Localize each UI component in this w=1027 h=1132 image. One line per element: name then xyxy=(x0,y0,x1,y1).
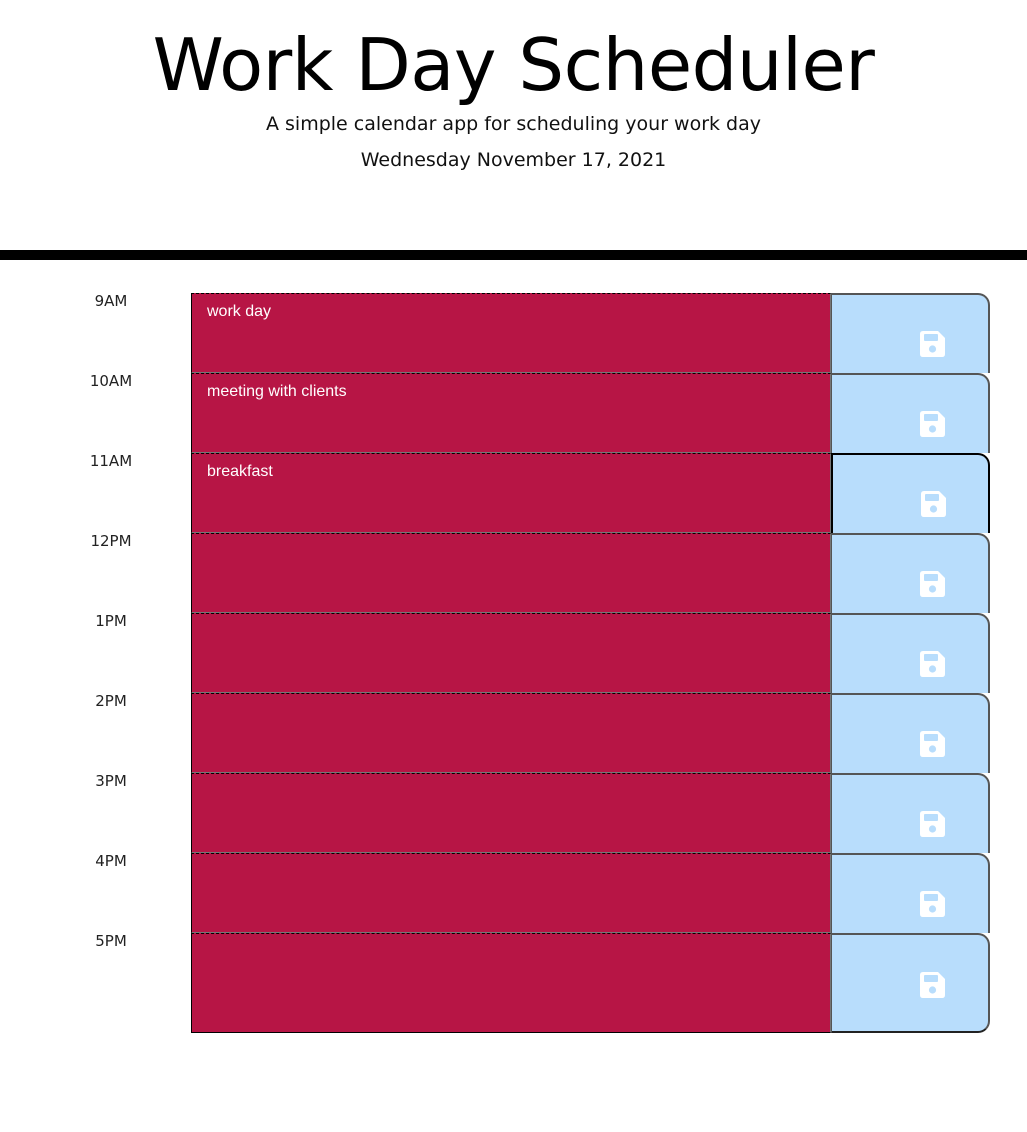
hour-label: 5PM xyxy=(95,932,127,950)
header-divider xyxy=(0,250,1027,260)
floppy-disk-icon xyxy=(917,729,947,759)
hour-label: 1PM xyxy=(95,612,127,630)
floppy-disk-icon xyxy=(917,649,947,679)
hour-label: 3PM xyxy=(95,772,127,790)
hour-label: 4PM xyxy=(95,852,127,870)
event-description-input[interactable] xyxy=(191,933,831,1033)
hour-label: 10AM xyxy=(89,372,133,390)
page-title: Work Day Scheduler xyxy=(152,23,875,107)
save-button[interactable] xyxy=(831,693,990,773)
event-description-input[interactable] xyxy=(191,693,831,773)
time-block: 1PM xyxy=(0,613,1027,693)
save-button[interactable] xyxy=(831,613,990,693)
event-description-input[interactable] xyxy=(191,853,831,933)
time-block: 4PM xyxy=(0,853,1027,933)
event-description-input[interactable] xyxy=(191,613,831,693)
save-button[interactable] xyxy=(831,293,990,373)
current-day: Wednesday November 17, 2021 xyxy=(360,149,667,171)
schedule-container: 9AM work day 10AM meeting with clients 11AM b… xyxy=(0,293,1027,1033)
time-block: 2PM xyxy=(0,693,1027,773)
floppy-disk-icon xyxy=(917,569,947,599)
time-block: 3PM xyxy=(0,773,1027,853)
hour-label: 11AM xyxy=(89,452,133,470)
save-button[interactable] xyxy=(831,933,990,1033)
event-description-input[interactable]: meeting with clients xyxy=(191,373,831,453)
floppy-disk-icon xyxy=(917,809,947,839)
floppy-disk-icon xyxy=(917,970,947,1000)
event-description-input[interactable]: breakfast xyxy=(191,453,831,533)
floppy-disk-icon xyxy=(918,489,948,519)
floppy-disk-icon xyxy=(917,889,947,919)
hour-label: 12PM xyxy=(90,532,132,550)
time-block: 9AM work day xyxy=(0,293,1027,373)
time-block: 5PM xyxy=(0,932,1027,1033)
event-description-input[interactable] xyxy=(191,773,831,853)
event-description-input[interactable] xyxy=(191,533,831,613)
save-button[interactable] xyxy=(831,533,990,613)
time-block: 10AM meeting with clients xyxy=(0,373,1027,453)
floppy-disk-icon xyxy=(917,329,947,359)
save-button[interactable] xyxy=(831,853,990,933)
page-subtitle: A simple calendar app for scheduling you… xyxy=(265,113,762,135)
header: Work Day Scheduler A simple calendar app… xyxy=(0,0,1027,250)
time-block: 12PM xyxy=(0,533,1027,613)
time-block: 11AM breakfast xyxy=(0,453,1027,533)
save-button[interactable] xyxy=(831,373,990,453)
hour-label: 9AM xyxy=(94,292,128,310)
event-description-input[interactable]: work day xyxy=(191,293,831,373)
hour-label: 2PM xyxy=(95,692,127,710)
floppy-disk-icon xyxy=(917,409,947,439)
save-button[interactable] xyxy=(831,453,990,533)
save-button[interactable] xyxy=(831,773,990,853)
